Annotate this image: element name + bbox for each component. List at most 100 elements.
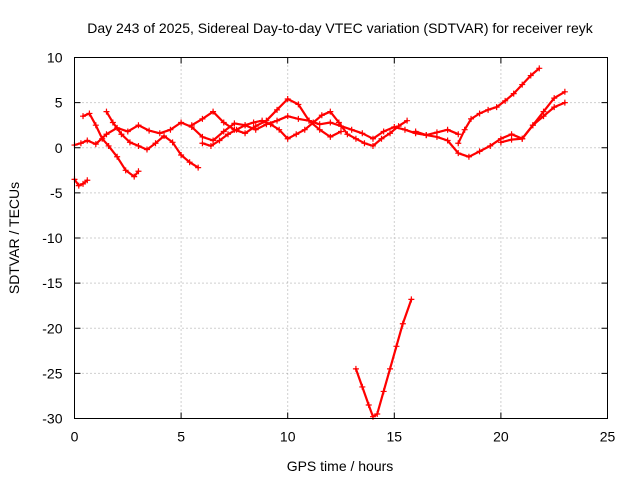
x-tick-label: 10 — [280, 429, 296, 445]
data-point — [274, 117, 281, 124]
x-tick-label: 15 — [387, 429, 403, 445]
data-point — [84, 177, 91, 184]
x-tick-label: 0 — [71, 429, 79, 445]
data-point — [207, 142, 214, 149]
data-point — [135, 122, 142, 129]
data-point — [352, 135, 359, 142]
y-tick-label: -20 — [42, 320, 62, 336]
series-arc-8 — [455, 65, 543, 147]
data-point — [519, 81, 526, 88]
data-point — [276, 126, 283, 133]
data-point — [455, 150, 462, 157]
data-point — [86, 110, 93, 117]
series-group — [71, 65, 568, 420]
data-point — [252, 123, 259, 130]
data-point — [461, 126, 468, 133]
data-point — [352, 365, 359, 372]
data-point — [301, 126, 308, 133]
data-point — [408, 296, 415, 303]
data-point — [444, 126, 451, 133]
data-point — [233, 126, 240, 133]
x-tick-label: 20 — [493, 429, 509, 445]
data-point — [124, 128, 131, 135]
series-arc-3 — [103, 108, 202, 171]
data-point — [199, 140, 206, 147]
data-point — [284, 135, 291, 142]
data-point — [109, 119, 116, 126]
data-point — [295, 115, 302, 122]
y-tick-label: -25 — [42, 365, 62, 381]
data-point — [502, 97, 509, 104]
data-point — [92, 141, 99, 148]
data-point — [156, 130, 163, 137]
data-point — [536, 65, 543, 72]
data-point — [561, 88, 568, 95]
data-point — [103, 131, 110, 138]
x-tick-label: 25 — [600, 429, 616, 445]
data-point — [118, 131, 125, 138]
data-point — [510, 90, 517, 97]
data-point — [316, 121, 323, 128]
x-tick-label: 5 — [177, 429, 185, 445]
data-point — [359, 383, 366, 390]
data-point — [220, 119, 227, 126]
data-point — [361, 140, 368, 147]
data-point — [293, 131, 300, 138]
data-point — [551, 104, 558, 111]
data-point — [497, 139, 504, 146]
data-point — [259, 117, 266, 124]
data-point — [344, 131, 351, 138]
data-point — [167, 126, 174, 133]
data-point — [380, 128, 387, 135]
data-point — [225, 131, 232, 138]
data-point — [135, 142, 142, 149]
data-point — [80, 180, 87, 187]
data-point — [508, 136, 515, 143]
data-point — [487, 142, 494, 149]
x-axis-label: GPS time / hours — [287, 458, 394, 474]
data-point — [210, 137, 217, 144]
data-point — [105, 142, 112, 149]
data-point — [529, 122, 536, 129]
series-trace — [73, 178, 89, 187]
data-point — [122, 167, 129, 174]
series-arc-10 — [352, 296, 415, 420]
chart-title: Day 243 of 2025, Sidereal Day-to-day VTE… — [87, 20, 593, 36]
y-axis-label: SDTVAR / TECUs — [6, 182, 22, 294]
series-arc-6 — [199, 108, 411, 149]
data-point — [161, 133, 168, 140]
data-point — [387, 365, 394, 372]
y-tick-label: -10 — [42, 230, 62, 246]
data-point — [527, 72, 534, 79]
data-point — [178, 151, 185, 158]
data-point — [485, 106, 492, 113]
y-tick-label: 0 — [55, 140, 63, 156]
data-point — [348, 126, 355, 133]
data-point — [374, 410, 381, 417]
data-point — [404, 117, 411, 124]
data-point — [365, 401, 372, 408]
data-point — [338, 128, 344, 135]
data-point — [423, 132, 430, 139]
data-point — [284, 113, 291, 120]
data-point — [455, 131, 462, 138]
data-point — [316, 126, 323, 133]
data-point — [99, 135, 106, 142]
data-point — [152, 140, 159, 147]
data-point — [369, 135, 376, 142]
data-point — [199, 115, 206, 122]
data-point — [335, 119, 342, 126]
series-arc-2 — [80, 110, 142, 180]
data-point — [210, 108, 217, 115]
data-point — [412, 128, 419, 135]
data-point — [195, 164, 202, 171]
data-point — [103, 108, 110, 115]
data-point — [378, 135, 385, 142]
y-tick-label: -30 — [42, 411, 62, 427]
data-point — [465, 153, 472, 160]
data-point — [77, 140, 84, 147]
axis-ticks — [74, 57, 608, 419]
data-point — [199, 133, 206, 140]
